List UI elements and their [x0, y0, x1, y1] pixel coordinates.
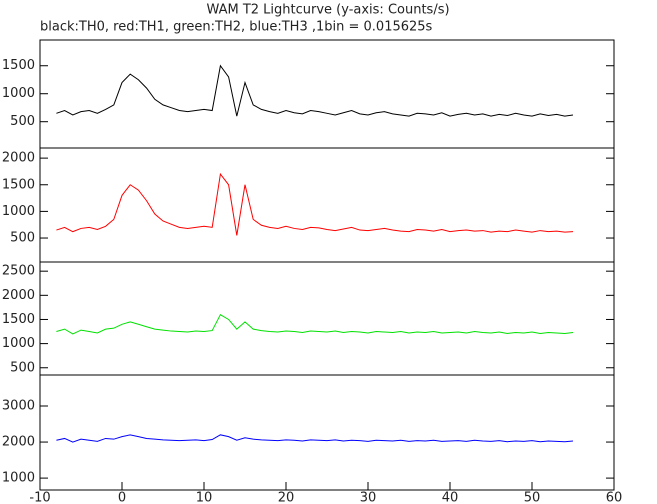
y-tick-label: 1500 — [2, 312, 35, 327]
x-tick-label: 40 — [442, 491, 459, 504]
y-tick-label: 500 — [10, 231, 35, 246]
y-tick-label: 1500 — [2, 58, 35, 73]
y-tick-label: 500 — [10, 360, 35, 375]
x-tick-label: 10 — [196, 491, 213, 504]
y-tick-label: 1000 — [2, 471, 35, 486]
chart-subtitle: black:TH0, red:TH1, green:TH2, blue:TH3 … — [40, 20, 433, 35]
y-tick-label: 1000 — [2, 204, 35, 219]
y-tick-label: 2000 — [2, 151, 35, 166]
y-tick-label: 2000 — [2, 435, 35, 450]
y-tick-label: 1000 — [2, 336, 35, 351]
y-tick-label: 1500 — [2, 177, 35, 192]
chart-title: WAM T2 Lightcurve (y-axis: Counts/s) — [206, 3, 449, 18]
light-curve — [56, 434, 574, 443]
light-curve — [56, 313, 574, 335]
y-tick-label: 3000 — [2, 399, 35, 414]
x-tick-label: 50 — [524, 491, 541, 504]
panel-frame — [39, 374, 615, 491]
light-curve — [56, 64, 574, 117]
y-tick-label: 1000 — [2, 86, 35, 101]
x-tick-label: 20 — [278, 491, 295, 504]
x-tick-label: 0 — [118, 491, 126, 504]
light-curve — [56, 172, 574, 236]
x-tick-label: 60 — [606, 491, 623, 504]
y-tick-label: 2500 — [2, 264, 35, 279]
y-tick-label: 500 — [10, 114, 35, 129]
y-tick-label: 2000 — [2, 288, 35, 303]
x-tick-label: 30 — [360, 491, 377, 504]
x-tick-label: -10 — [29, 491, 50, 504]
